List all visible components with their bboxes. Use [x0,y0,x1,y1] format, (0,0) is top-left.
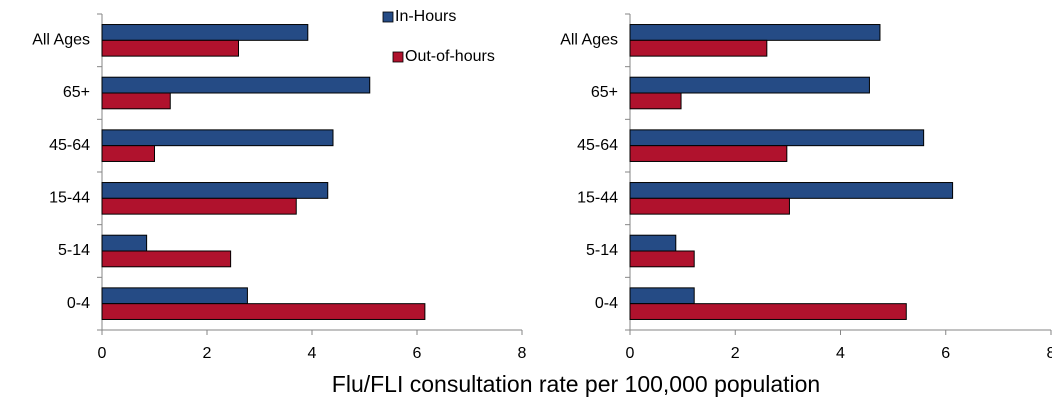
y-tick-label: 15-44 [577,190,618,207]
x-tick-label: 0 [626,345,635,362]
x-tick-label: 6 [413,345,422,362]
x-tick-label: 2 [203,345,212,362]
x-tick-label: 0 [98,345,107,362]
bar [629,197,790,215]
bar [629,303,907,320]
legend-label: In-Hours [395,8,456,25]
bar [101,197,297,215]
bar [101,129,334,147]
bar [101,145,155,162]
y-tick-label: 45-64 [49,137,90,154]
bar [629,145,788,162]
bar [629,287,695,305]
x-tick-label: 4 [308,345,317,362]
x-tick-label: 8 [1047,345,1052,362]
bar [101,24,309,41]
bar [629,39,768,57]
y-tick-label: 0-4 [595,295,618,312]
bar [629,129,925,147]
y-tick-label: 45-64 [577,137,618,154]
legend-swatch [382,11,394,23]
bar [629,92,682,110]
bar [101,182,329,199]
x-axis-title: Flu/FLI consultation rate per 100,000 po… [332,371,820,397]
bar [101,39,239,57]
y-tick-label: All Ages [32,32,90,49]
y-tick-label: 5-14 [586,242,618,259]
y-tick-label: 65+ [591,84,618,101]
legend-swatch [392,51,404,63]
y-tick-label: 65+ [63,84,90,101]
x-tick-label: 8 [518,345,527,362]
x-tick-label: 2 [731,345,740,362]
bar [101,250,232,268]
y-tick-label: All Ages [560,32,618,49]
bar [629,76,870,94]
x-tick-label: 6 [941,345,950,362]
legend-label: Out-of-hours [405,48,495,65]
y-tick-label: 15-44 [49,190,90,207]
x-tick-label: 4 [836,345,845,362]
bar [629,234,677,252]
bar [629,182,954,199]
bar [101,92,171,110]
bar [629,24,881,41]
y-tick-label: 0-4 [67,295,90,312]
y-tick-label: 5-14 [58,242,90,259]
bar [101,303,426,320]
bar [629,250,695,268]
bar [101,76,371,94]
bar [101,234,148,252]
bar [101,287,248,305]
